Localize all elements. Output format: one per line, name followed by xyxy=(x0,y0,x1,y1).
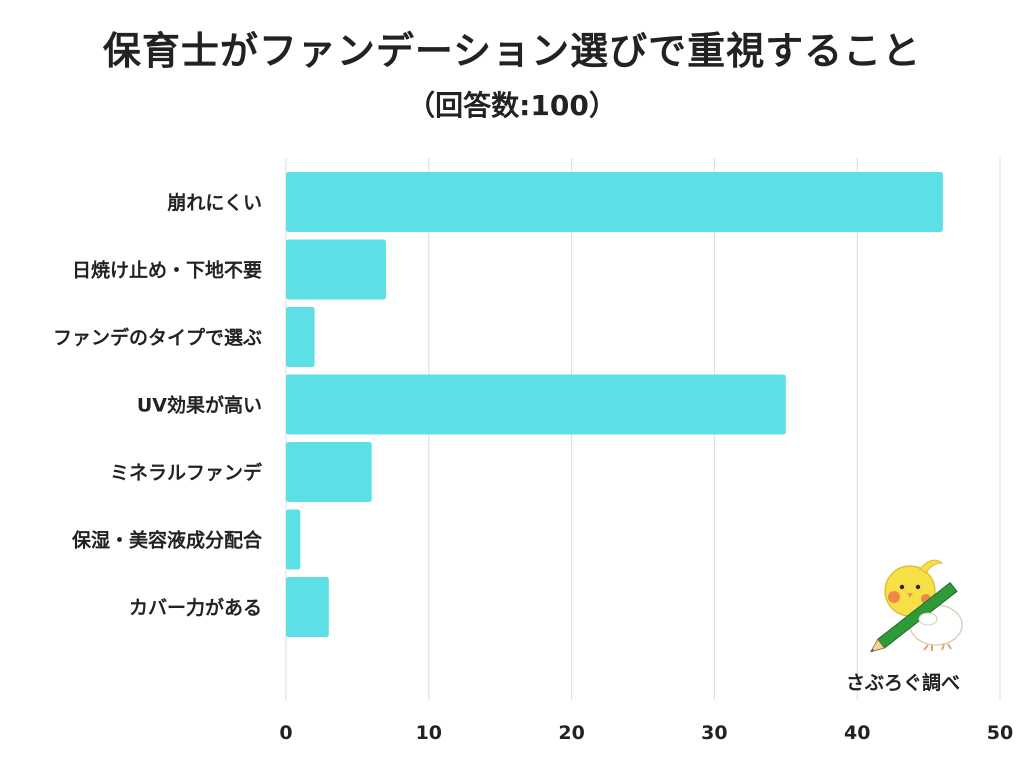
category-label: ファンデのタイプで選ぶ xyxy=(53,326,262,349)
x-tick-label: 30 xyxy=(701,722,727,744)
mascot-bird-icon xyxy=(869,559,963,653)
bar xyxy=(286,307,315,367)
bars xyxy=(286,172,943,637)
bar xyxy=(286,577,329,637)
category-label: 日焼け止め・下地不要 xyxy=(72,259,262,282)
bar xyxy=(286,374,786,435)
chart-title: 保育士がファンデーション選びで重視すること xyxy=(102,29,922,73)
bar xyxy=(286,509,301,570)
category-label: UV効果が高い xyxy=(137,394,262,417)
category-label: ミネラルファンデ xyxy=(110,461,263,484)
bar xyxy=(286,239,386,300)
category-label: 崩れにくい xyxy=(167,191,262,214)
x-tick-label: 50 xyxy=(987,722,1013,744)
category-label: 保湿・美容液成分配合 xyxy=(71,529,263,552)
x-tick-label: 0 xyxy=(279,722,292,744)
x-tick-label: 10 xyxy=(416,722,442,744)
category-label: カバー力がある xyxy=(129,596,262,619)
source-credit: さぶろぐ調べ xyxy=(846,672,961,694)
x-tick-label: 20 xyxy=(558,722,584,744)
bar xyxy=(286,172,943,232)
chart-subtitle: （回答数:100） xyxy=(407,89,617,122)
x-tick-label: 40 xyxy=(844,722,870,744)
bar xyxy=(286,442,372,502)
x-tick-labels: 0 10 20 30 40 50 xyxy=(279,722,1013,744)
